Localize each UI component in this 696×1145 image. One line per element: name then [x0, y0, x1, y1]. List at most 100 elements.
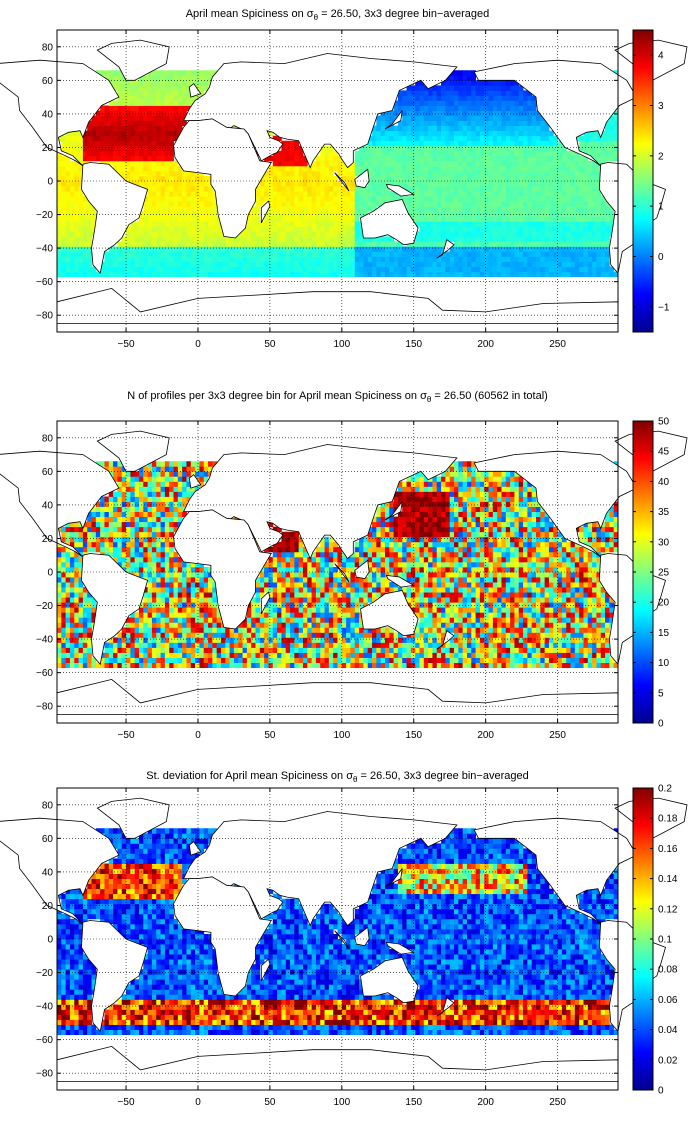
- heatmap-cell: [579, 196, 584, 201]
- heatmap-cell: [454, 246, 459, 251]
- heatmap-cell: [161, 542, 166, 547]
- heatmap-cell: [480, 241, 485, 246]
- heatmap-cell: [126, 272, 131, 277]
- heatmap-cell: [165, 116, 170, 121]
- heatmap-cell: [510, 106, 515, 111]
- heatmap-cell: [186, 80, 191, 85]
- heatmap-cell: [588, 166, 593, 171]
- heatmap-cell: [596, 156, 601, 161]
- heatmap-cell: [583, 136, 588, 141]
- heatmap-cell: [117, 637, 122, 642]
- heatmap-cell: [579, 272, 584, 277]
- heatmap-cell: [480, 141, 485, 146]
- heatmap-cell: [156, 486, 161, 491]
- heatmap-cell: [506, 216, 511, 221]
- heatmap-cell: [139, 522, 144, 527]
- heatmap-cell: [320, 211, 325, 216]
- heatmap-cell: [186, 191, 191, 196]
- heatmap-cell: [139, 161, 144, 166]
- heatmap-cell: [489, 267, 494, 272]
- heatmap-cell: [527, 141, 532, 146]
- heatmap-cell: [312, 272, 317, 277]
- heatmap-cell: [458, 116, 463, 121]
- heatmap-cell: [182, 592, 187, 597]
- heatmap-cell: [389, 272, 394, 277]
- heatmap-cell: [290, 206, 295, 211]
- heatmap-cell: [545, 146, 550, 151]
- heatmap-cell: [489, 136, 494, 141]
- heatmap-cell: [549, 236, 554, 241]
- heatmap-cell: [514, 121, 519, 126]
- heatmap-cell: [109, 653, 114, 658]
- heatmap-cell: [130, 141, 135, 146]
- heatmap-cell: [415, 141, 420, 146]
- heatmap-cell: [148, 151, 153, 156]
- heatmap-cell: [527, 226, 532, 231]
- heatmap-cell: [355, 156, 360, 161]
- heatmap-cell: [532, 181, 537, 186]
- heatmap-cell: [221, 632, 226, 637]
- heatmap-cell: [122, 166, 127, 171]
- heatmap-cell: [424, 211, 429, 216]
- heatmap-cell: [510, 262, 515, 267]
- heatmap-cell: [148, 502, 153, 507]
- heatmap-cell: [165, 166, 170, 171]
- heatmap-cell: [596, 146, 601, 151]
- heatmap-cell: [527, 262, 532, 267]
- heatmap-cell: [489, 221, 494, 226]
- heatmap-cell: [355, 262, 360, 267]
- heatmap-cell: [199, 476, 204, 481]
- heatmap-cell: [286, 201, 291, 206]
- heatmap-cell: [178, 497, 183, 502]
- heatmap-cell: [437, 231, 442, 236]
- heatmap-cell: [316, 272, 321, 277]
- heatmap-cell: [135, 171, 140, 176]
- heatmap-cell: [57, 552, 62, 557]
- heatmap-cell: [83, 267, 88, 272]
- heatmap-cell: [571, 267, 576, 272]
- heatmap-cell: [592, 221, 597, 226]
- heatmap-cell: [156, 176, 161, 181]
- heatmap-cell: [415, 251, 420, 256]
- heatmap-cell: [342, 236, 347, 241]
- heatmap-cell: [484, 100, 489, 105]
- heatmap-cell: [204, 577, 209, 582]
- heatmap-cell: [355, 241, 360, 246]
- heatmap-cell: [579, 136, 584, 141]
- heatmap-cell: [562, 166, 567, 171]
- heatmap-cell: [312, 211, 317, 216]
- heatmap-cell: [458, 106, 463, 111]
- heatmap-cell: [174, 602, 179, 607]
- heatmap-cell: [104, 272, 109, 277]
- heatmap-cell: [96, 116, 101, 121]
- heatmap-cell: [605, 251, 610, 256]
- heatmap-cell: [109, 537, 114, 542]
- heatmap-cell: [161, 151, 166, 156]
- heatmap-cell: [74, 627, 79, 632]
- heatmap-cell: [221, 642, 226, 647]
- heatmap-cell: [165, 156, 170, 161]
- heatmap-cell: [510, 251, 515, 256]
- heatmap-cell: [135, 80, 140, 85]
- heatmap-cell: [225, 632, 230, 637]
- heatmap-cell: [139, 617, 144, 622]
- heatmap-cell: [342, 171, 347, 176]
- heatmap-cell: [281, 267, 286, 272]
- heatmap-cell: [363, 196, 368, 201]
- heatmap-cell: [191, 632, 196, 637]
- heatmap-cell: [70, 552, 75, 557]
- heatmap-cell: [471, 166, 476, 171]
- heatmap-cell: [87, 537, 92, 542]
- heatmap-cell: [135, 100, 140, 105]
- heatmap-cell: [135, 176, 140, 181]
- heatmap-cell: [243, 658, 248, 663]
- heatmap-cell: [398, 246, 403, 251]
- heatmap-cell: [294, 267, 299, 272]
- heatmap-cell: [79, 592, 84, 597]
- heatmap-cell: [359, 241, 364, 246]
- heatmap-cell: [415, 201, 420, 206]
- heatmap-cell: [148, 507, 153, 512]
- heatmap-cell: [139, 100, 144, 105]
- heatmap-cell: [514, 221, 519, 226]
- heatmap-cell: [575, 206, 580, 211]
